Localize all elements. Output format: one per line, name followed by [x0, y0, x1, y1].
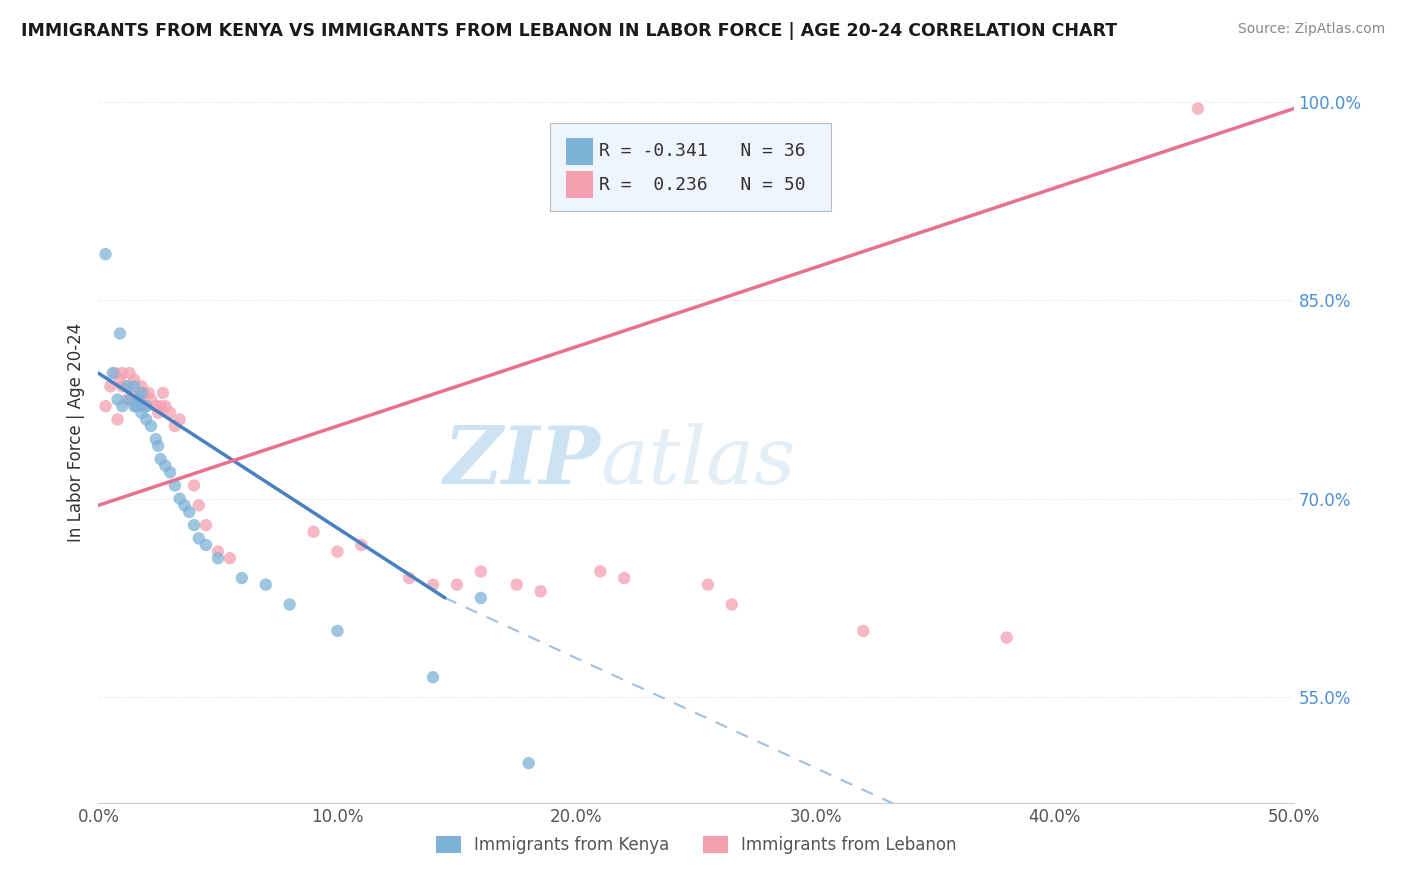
Point	[145, 399, 167, 413]
Point	[219, 551, 242, 566]
Point	[187, 532, 209, 546]
Point	[697, 577, 720, 591]
Point	[111, 399, 134, 413]
Point	[159, 406, 181, 420]
Point	[422, 577, 444, 591]
Point	[254, 577, 277, 591]
Point	[163, 419, 186, 434]
Point	[124, 386, 146, 401]
Point	[148, 439, 170, 453]
Point	[107, 412, 129, 426]
Point	[159, 465, 181, 479]
Point	[98, 379, 122, 393]
Point	[207, 544, 229, 558]
Point	[132, 386, 155, 401]
Text: IMMIGRANTS FROM KENYA VS IMMIGRANTS FROM LEBANON IN LABOR FORCE | AGE 20-24 CORR: IMMIGRANTS FROM KENYA VS IMMIGRANTS FROM…	[21, 22, 1118, 40]
Point	[173, 499, 195, 513]
Text: ZIP: ZIP	[443, 424, 600, 501]
Text: Source: ZipAtlas.com: Source: ZipAtlas.com	[1237, 22, 1385, 37]
Point	[108, 326, 131, 341]
Point	[506, 577, 529, 591]
Point	[995, 631, 1018, 645]
Point	[111, 366, 134, 380]
Point	[139, 392, 162, 407]
Point	[118, 392, 141, 407]
Point	[94, 247, 117, 261]
Point	[470, 565, 492, 579]
Point	[326, 544, 349, 558]
Point	[179, 505, 201, 519]
Text: R =  0.236   N = 50: R = 0.236 N = 50	[599, 176, 806, 194]
Point	[115, 392, 138, 407]
Point	[135, 399, 157, 413]
Legend: Immigrants from Kenya, Immigrants from Lebanon: Immigrants from Kenya, Immigrants from L…	[429, 830, 963, 861]
Point	[128, 392, 150, 407]
Point	[149, 452, 172, 467]
Point	[183, 478, 205, 492]
Point	[107, 392, 129, 407]
Point	[852, 624, 875, 638]
Point	[1187, 102, 1209, 116]
Point	[124, 373, 146, 387]
Point	[148, 406, 170, 420]
Point	[131, 406, 153, 420]
Point	[721, 598, 744, 612]
Point	[115, 379, 138, 393]
Point	[94, 399, 117, 413]
Point	[589, 565, 612, 579]
Point	[125, 399, 148, 413]
Point	[118, 366, 141, 380]
Text: atlas: atlas	[600, 424, 796, 501]
Point	[124, 399, 146, 413]
Point	[101, 366, 124, 380]
Point	[131, 399, 153, 413]
Point	[183, 518, 205, 533]
Point	[207, 551, 229, 566]
Point	[517, 756, 540, 771]
Point	[187, 499, 209, 513]
Text: R = -0.341   N = 36: R = -0.341 N = 36	[599, 143, 806, 161]
Point	[135, 412, 157, 426]
Point	[231, 571, 253, 585]
Point	[145, 432, 167, 446]
Point	[350, 538, 373, 552]
Point	[111, 379, 134, 393]
Point	[149, 399, 172, 413]
Point	[530, 584, 553, 599]
Point	[131, 379, 153, 393]
Point	[398, 571, 420, 585]
Point	[135, 399, 157, 413]
Point	[169, 412, 191, 426]
Point	[163, 478, 186, 492]
Point	[155, 399, 177, 413]
Point	[108, 373, 131, 387]
Point	[104, 366, 127, 380]
Point	[613, 571, 636, 585]
Point	[128, 392, 150, 407]
Point	[138, 386, 160, 401]
Point	[470, 591, 492, 605]
Point	[152, 386, 174, 401]
Point	[124, 379, 146, 393]
Point	[302, 524, 325, 539]
Point	[195, 518, 218, 533]
Point	[139, 419, 162, 434]
Point	[131, 386, 153, 401]
Point	[422, 670, 444, 684]
Point	[326, 624, 349, 638]
Point	[278, 598, 301, 612]
Point	[115, 379, 138, 393]
Point	[121, 392, 143, 407]
Point	[169, 491, 191, 506]
Point	[446, 577, 468, 591]
Point	[195, 538, 218, 552]
Point	[155, 458, 177, 473]
Point	[125, 399, 148, 413]
Y-axis label: In Labor Force | Age 20-24: In Labor Force | Age 20-24	[66, 323, 84, 542]
